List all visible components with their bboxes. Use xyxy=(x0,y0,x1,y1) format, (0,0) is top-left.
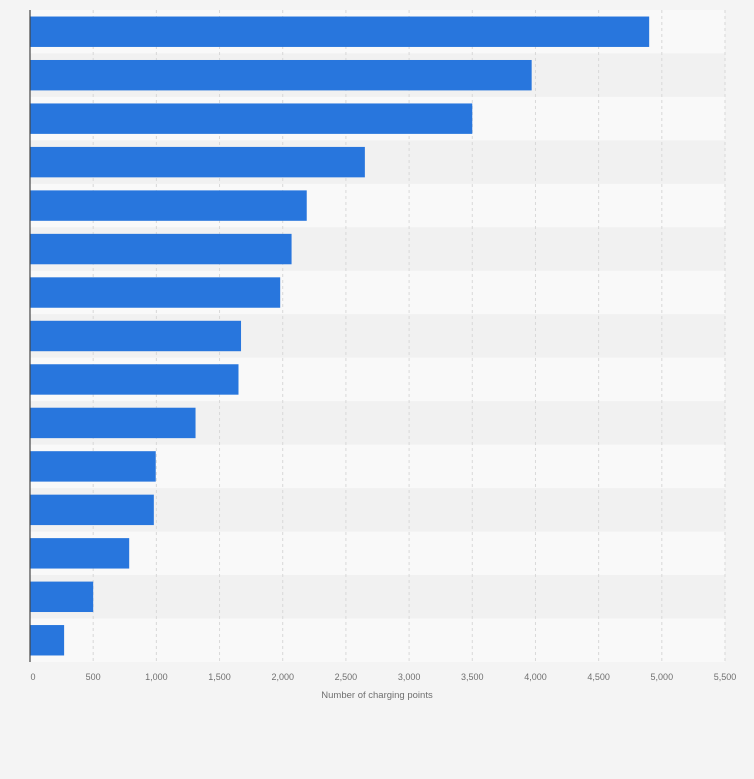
x-tick-label: 3,000 xyxy=(398,672,421,682)
bars xyxy=(30,16,650,656)
bar[interactable] xyxy=(30,407,196,439)
x-tick-label: 0 xyxy=(30,672,35,682)
bar[interactable] xyxy=(30,494,154,526)
bar[interactable] xyxy=(30,190,307,221)
x-tick-label: 1,000 xyxy=(145,672,168,682)
row-band xyxy=(30,618,725,662)
x-axis-ticks: 0 500 1,000 1,500 2,000 2,500 3,000 3,500 4,000 4… xyxy=(30,672,736,682)
x-axis-title: Number of charging points xyxy=(321,690,433,701)
bar[interactable] xyxy=(30,277,281,308)
bar[interactable] xyxy=(30,320,242,352)
x-tick-label: 5,500 xyxy=(714,672,737,682)
bar[interactable] xyxy=(30,625,65,656)
row-band xyxy=(30,531,725,576)
x-tick-label: 3,500 xyxy=(461,672,484,682)
bar[interactable] xyxy=(30,451,156,482)
bar[interactable] xyxy=(30,59,532,91)
bar[interactable] xyxy=(30,146,365,178)
bar[interactable] xyxy=(30,364,239,395)
bar[interactable] xyxy=(30,103,473,134)
bar[interactable] xyxy=(30,581,94,613)
x-tick-label: 4,500 xyxy=(587,672,610,682)
x-tick-label: 2,500 xyxy=(335,672,358,682)
x-tick-label: 500 xyxy=(86,672,101,682)
x-tick-label: 2,000 xyxy=(271,672,294,682)
x-tick-label: 4,000 xyxy=(524,672,547,682)
x-tick-label: 1,500 xyxy=(208,672,231,682)
bar[interactable] xyxy=(30,16,650,47)
row-band xyxy=(30,575,725,619)
bar[interactable] xyxy=(30,233,292,265)
bar[interactable] xyxy=(30,538,130,569)
x-tick-label: 5,000 xyxy=(651,672,674,682)
